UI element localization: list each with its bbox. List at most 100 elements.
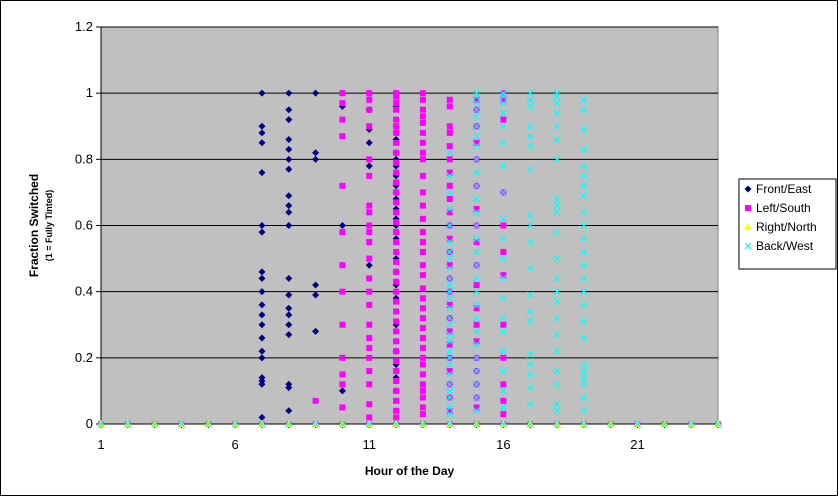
data-point — [285, 304, 293, 312]
data-point — [285, 420, 293, 428]
data-point — [419, 149, 426, 156]
y-tick-label: 1 — [86, 85, 93, 100]
data-point — [580, 172, 588, 180]
data-point — [419, 189, 426, 196]
data-point — [419, 172, 426, 179]
data-point — [419, 295, 426, 302]
data-point — [500, 381, 507, 388]
data-point — [446, 156, 453, 163]
data-point — [446, 188, 454, 196]
data-point — [204, 420, 212, 428]
data-point — [473, 367, 480, 375]
data-point — [419, 272, 426, 279]
data-point — [580, 126, 588, 133]
data-point — [526, 96, 534, 104]
data-point — [446, 404, 454, 411]
data-point — [285, 384, 293, 392]
data-point — [580, 235, 588, 243]
data-point — [419, 139, 426, 146]
data-point — [473, 139, 480, 146]
data-point — [500, 272, 507, 279]
data-point — [419, 334, 426, 341]
data-point — [312, 397, 319, 404]
data-point — [446, 304, 454, 312]
data-point — [607, 420, 615, 428]
data-point — [526, 212, 534, 219]
data-point — [446, 394, 454, 401]
data-point — [526, 384, 534, 392]
data-point — [339, 404, 346, 411]
data-point — [446, 235, 453, 242]
data-point — [393, 387, 400, 394]
data-point — [366, 334, 373, 341]
data-point — [312, 327, 320, 335]
data-point — [446, 265, 454, 272]
data-point — [258, 354, 266, 362]
data-point — [258, 129, 266, 137]
data-point — [258, 274, 266, 282]
data-point — [285, 208, 293, 216]
x-tick-label: 11 — [363, 437, 377, 452]
data-point — [553, 99, 561, 107]
data-point — [285, 145, 293, 153]
data-point — [258, 413, 266, 421]
data-point — [553, 155, 561, 163]
data-point — [285, 407, 293, 415]
data-point — [499, 367, 507, 375]
data-point — [258, 288, 266, 296]
data-point — [258, 301, 266, 309]
data-point — [258, 334, 266, 342]
data-point — [580, 367, 588, 375]
data-point — [258, 268, 266, 276]
data-point — [580, 182, 588, 190]
y-axis-title: Fraction Switched — [27, 174, 41, 277]
y-tick-label: 1.2 — [75, 19, 93, 34]
data-point — [419, 248, 426, 255]
y-axis-subtitle: (1 = Fully Tinted) — [44, 190, 54, 262]
data-point — [446, 331, 454, 339]
data-point — [419, 394, 426, 401]
data-point — [553, 331, 561, 339]
data-point — [312, 281, 320, 289]
data-point — [366, 368, 373, 375]
data-point — [285, 331, 293, 339]
data-point — [580, 248, 588, 256]
data-point — [446, 129, 453, 136]
data-point — [714, 420, 722, 428]
data-point — [393, 358, 400, 365]
data-point — [446, 380, 454, 388]
data-point — [500, 411, 507, 418]
data-point — [258, 420, 266, 428]
data-point — [526, 400, 534, 408]
data-point — [231, 420, 239, 428]
data-point — [526, 351, 534, 358]
data-point — [526, 122, 534, 130]
data-point — [499, 93, 507, 100]
data-point — [553, 400, 561, 408]
data-point — [419, 420, 427, 428]
data-point — [446, 407, 453, 414]
data-point — [258, 169, 266, 177]
data-point — [526, 361, 534, 368]
data-point — [446, 288, 454, 296]
x-axis-ticks: 1 6 11 16 21 — [97, 423, 719, 452]
data-point — [393, 123, 400, 130]
data-point — [446, 387, 454, 395]
data-point — [312, 89, 320, 97]
data-point — [499, 235, 507, 243]
data-point — [500, 116, 507, 123]
data-point — [339, 262, 346, 269]
data-point — [285, 321, 293, 329]
data-point — [393, 100, 400, 107]
data-point — [499, 314, 507, 322]
data-point — [553, 420, 561, 428]
data-point — [366, 106, 373, 113]
data-point — [393, 377, 400, 384]
legend-label: Front/East — [756, 182, 812, 196]
data-point — [258, 380, 266, 388]
data-point — [473, 305, 480, 312]
data-point — [580, 380, 588, 388]
data-point — [393, 338, 400, 345]
data-point — [312, 420, 320, 428]
data-point — [366, 209, 373, 216]
